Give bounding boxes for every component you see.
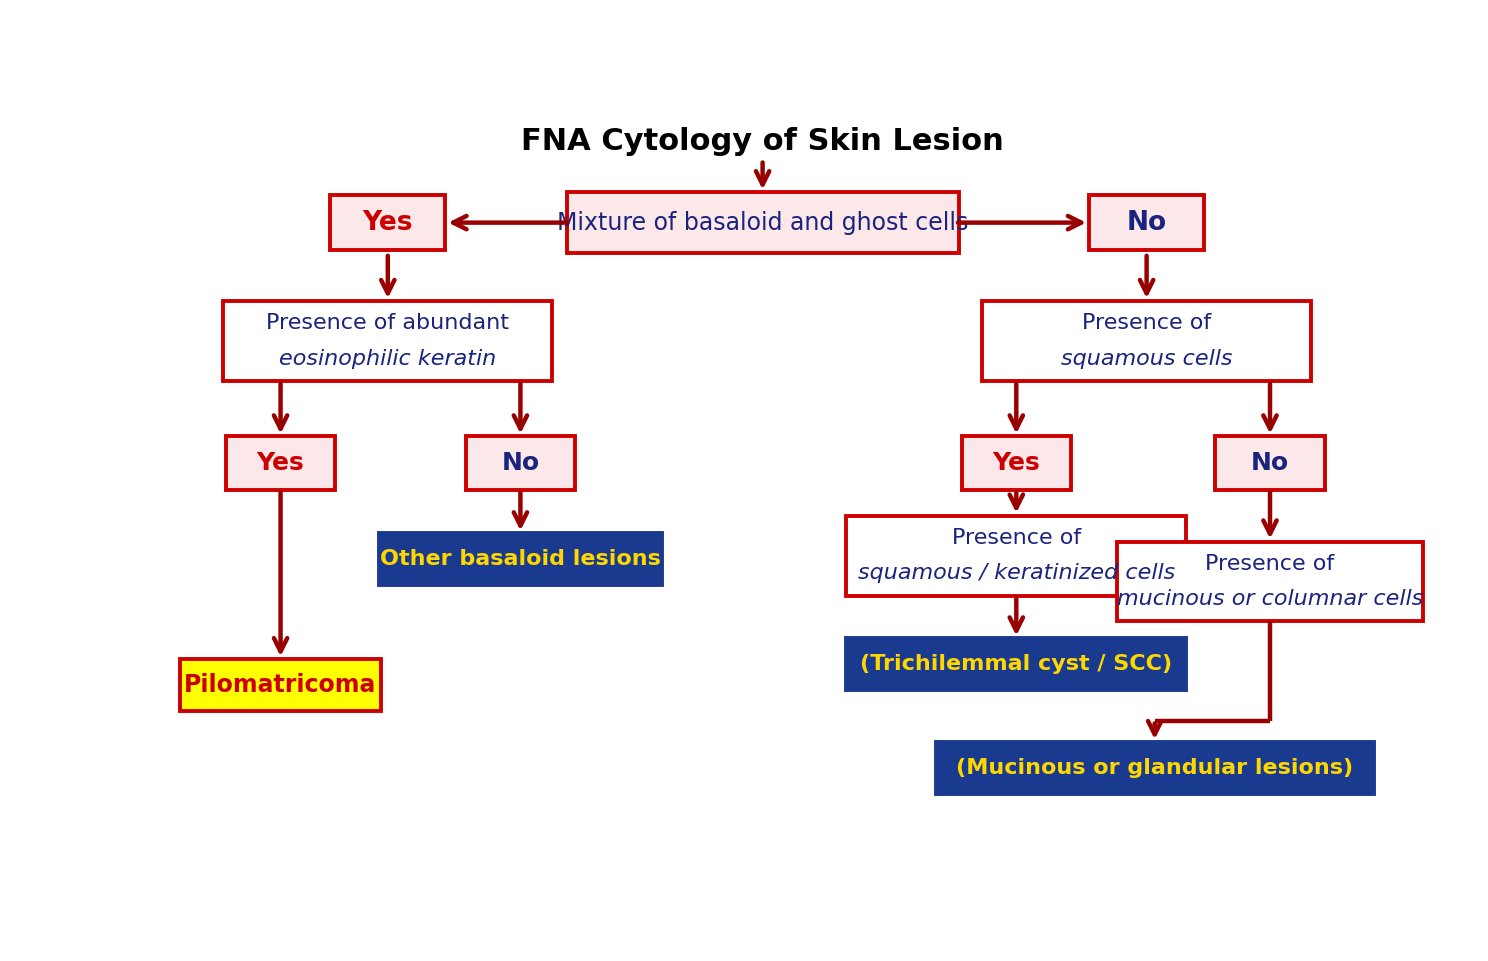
Text: (Mucinous or glandular lesions): (Mucinous or glandular lesions) xyxy=(957,758,1353,778)
Text: Yes: Yes xyxy=(363,209,414,235)
Text: No: No xyxy=(1126,209,1167,235)
FancyBboxPatch shape xyxy=(847,638,1186,690)
Text: squamous / keratinized cells: squamous / keratinized cells xyxy=(857,563,1176,583)
Text: No: No xyxy=(1251,451,1289,475)
Text: FNA Cytology of Skin Lesion: FNA Cytology of Skin Lesion xyxy=(521,127,1004,156)
Text: mucinous or columnar cells: mucinous or columnar cells xyxy=(1117,589,1423,609)
Text: Mixture of basaloid and ghost cells: Mixture of basaloid and ghost cells xyxy=(557,210,969,234)
FancyBboxPatch shape xyxy=(223,301,552,381)
FancyBboxPatch shape xyxy=(1117,542,1423,622)
FancyBboxPatch shape xyxy=(226,436,335,490)
Text: No: No xyxy=(501,451,540,475)
FancyBboxPatch shape xyxy=(567,192,958,253)
FancyBboxPatch shape xyxy=(847,516,1186,596)
Text: Pilomatricoma: Pilomatricoma xyxy=(185,673,376,697)
Text: Presence of: Presence of xyxy=(952,528,1080,548)
FancyBboxPatch shape xyxy=(330,195,445,250)
FancyBboxPatch shape xyxy=(936,742,1373,794)
Text: Yes: Yes xyxy=(257,451,305,475)
FancyBboxPatch shape xyxy=(1089,195,1204,250)
Text: squamous cells: squamous cells xyxy=(1061,349,1232,369)
Text: Presence of: Presence of xyxy=(1205,554,1335,574)
Text: Presence of: Presence of xyxy=(1082,313,1211,333)
Text: Presence of abundant: Presence of abundant xyxy=(266,313,509,333)
Text: Other basaloid lesions: Other basaloid lesions xyxy=(379,550,661,569)
Text: Yes: Yes xyxy=(992,451,1040,475)
FancyBboxPatch shape xyxy=(1216,436,1324,490)
Text: eosinophilic keratin: eosinophilic keratin xyxy=(280,349,497,369)
FancyBboxPatch shape xyxy=(961,436,1071,490)
FancyBboxPatch shape xyxy=(982,301,1311,381)
FancyBboxPatch shape xyxy=(379,533,662,585)
FancyBboxPatch shape xyxy=(180,659,381,711)
Text: (Trichilemmal cyst / SCC): (Trichilemmal cyst / SCC) xyxy=(860,654,1173,675)
FancyBboxPatch shape xyxy=(466,436,576,490)
